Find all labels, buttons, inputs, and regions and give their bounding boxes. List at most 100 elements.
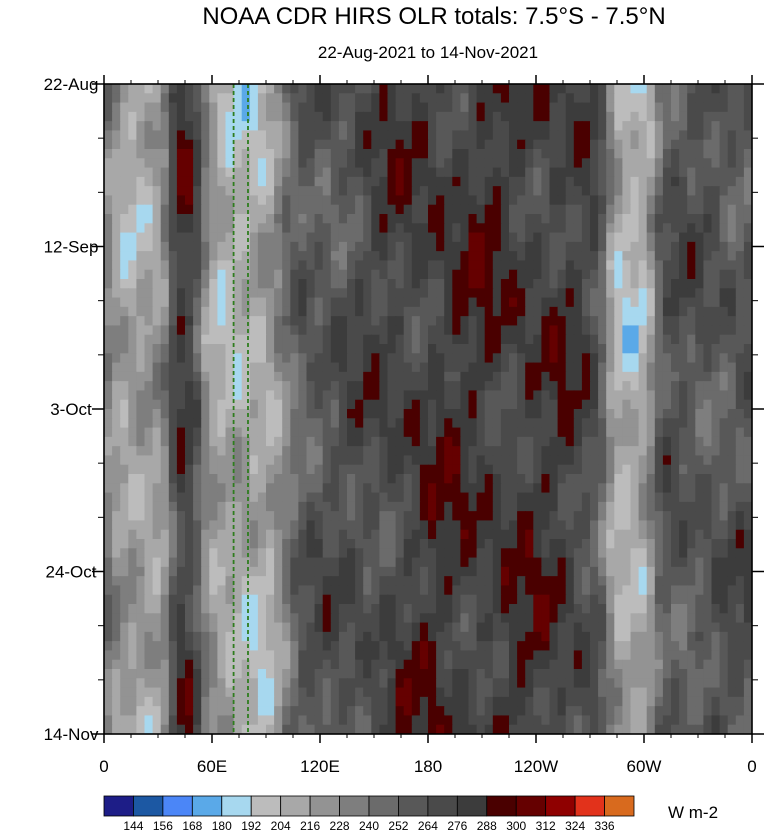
heatmap-cell <box>168 93 178 104</box>
heatmap-cell <box>290 204 299 215</box>
heatmap-cell <box>565 232 575 243</box>
heatmap-cell <box>428 306 437 317</box>
heatmap-cell <box>217 176 227 187</box>
heatmap-cell <box>176 492 186 503</box>
heatmap-cell <box>695 297 704 308</box>
heatmap-cell <box>322 483 332 494</box>
heatmap-cell <box>176 418 186 429</box>
heatmap-cell <box>484 102 494 113</box>
heatmap-cell <box>387 334 397 345</box>
heatmap-cell <box>646 167 656 178</box>
heatmap-cell <box>314 659 324 670</box>
heatmap-cell <box>630 232 640 243</box>
heatmap-cell <box>525 539 534 549</box>
heatmap-cell <box>112 622 121 633</box>
heatmap-cell <box>257 241 267 252</box>
heatmap-cell <box>541 149 551 159</box>
heatmap-cell <box>168 186 178 197</box>
heatmap-cell <box>703 214 713 224</box>
heatmap-cell <box>500 446 510 457</box>
heatmap-cell <box>338 576 348 587</box>
heatmap-cell <box>492 186 502 197</box>
heatmap-cell <box>193 650 202 661</box>
heatmap-cell <box>565 204 575 215</box>
heatmap-cell <box>711 427 721 438</box>
heatmap-cell <box>703 186 713 197</box>
heatmap-cell <box>128 641 137 652</box>
heatmap-cell <box>322 149 332 159</box>
heatmap-cell <box>282 241 291 252</box>
heatmap-cell <box>598 557 607 568</box>
heatmap-cell <box>387 260 397 271</box>
heatmap-cell <box>671 613 680 624</box>
heatmap-cell <box>152 353 162 364</box>
heatmap-cell <box>152 529 162 540</box>
heatmap-cell <box>679 650 688 661</box>
heatmap-cell <box>436 539 445 549</box>
heatmap-cell <box>120 362 129 373</box>
heatmap-cell <box>638 93 648 104</box>
heatmap-cell <box>460 260 470 271</box>
heatmap-cell <box>541 297 551 308</box>
heatmap-cell <box>606 251 615 262</box>
heatmap-cell <box>743 102 752 113</box>
heatmap-cell <box>104 446 113 457</box>
heatmap-cell <box>703 297 713 308</box>
heatmap-cell <box>298 334 308 345</box>
heatmap-cell <box>112 371 121 382</box>
heatmap-cell <box>581 474 591 484</box>
heatmap-cell <box>630 427 640 438</box>
heatmap-cell <box>630 650 640 661</box>
heatmap-cell <box>606 260 615 271</box>
heatmap-cell <box>249 186 259 197</box>
heatmap-cell <box>282 306 291 317</box>
heatmap-cell <box>266 279 275 289</box>
heatmap-cell <box>176 111 186 122</box>
heatmap-cell <box>581 576 591 587</box>
heatmap-cell <box>201 186 210 197</box>
heatmap-cell <box>549 204 559 215</box>
heatmap-cell <box>614 186 623 197</box>
heatmap-cell <box>444 288 453 299</box>
heatmap-cell <box>249 464 259 475</box>
heatmap-cell <box>379 548 389 559</box>
heatmap-cell <box>395 585 405 596</box>
heatmap-cell <box>128 167 137 178</box>
heatmap-cell <box>419 344 429 354</box>
heatmap-cell <box>743 576 752 587</box>
heatmap-cell <box>355 631 364 642</box>
heatmap-cell <box>355 390 364 401</box>
heatmap-cell <box>581 325 591 336</box>
heatmap-cell <box>606 139 615 150</box>
heatmap-cell <box>290 474 299 484</box>
heatmap-cell <box>185 316 194 327</box>
heatmap-cell <box>671 102 680 113</box>
heatmap-cell <box>533 650 542 661</box>
heatmap-cell <box>533 214 542 224</box>
heatmap-cell <box>541 279 551 289</box>
heatmap-cell <box>330 288 340 299</box>
heatmap-cell <box>152 84 162 94</box>
heatmap-cell <box>306 557 316 568</box>
heatmap-cell <box>614 548 623 559</box>
heatmap-cell <box>298 641 308 652</box>
heatmap-cell <box>622 511 632 522</box>
heatmap-cell <box>679 195 688 206</box>
heatmap-cell <box>419 325 429 336</box>
heatmap-cell <box>727 288 737 299</box>
heatmap-cell <box>168 121 178 132</box>
heatmap-cell <box>638 232 648 243</box>
heatmap-cell <box>638 622 648 633</box>
heatmap-cell <box>387 585 397 596</box>
heatmap-cell <box>209 325 218 336</box>
heatmap-cell <box>598 158 607 169</box>
heatmap-cell <box>160 548 170 559</box>
heatmap-cell <box>549 344 559 354</box>
heatmap-cell <box>185 585 194 596</box>
heatmap-cell <box>387 325 397 336</box>
heatmap-cell <box>411 436 421 447</box>
heatmap-cell <box>695 613 704 624</box>
heatmap-cell <box>622 139 632 150</box>
heatmap-cell <box>452 650 461 661</box>
heatmap-cell <box>436 418 445 429</box>
